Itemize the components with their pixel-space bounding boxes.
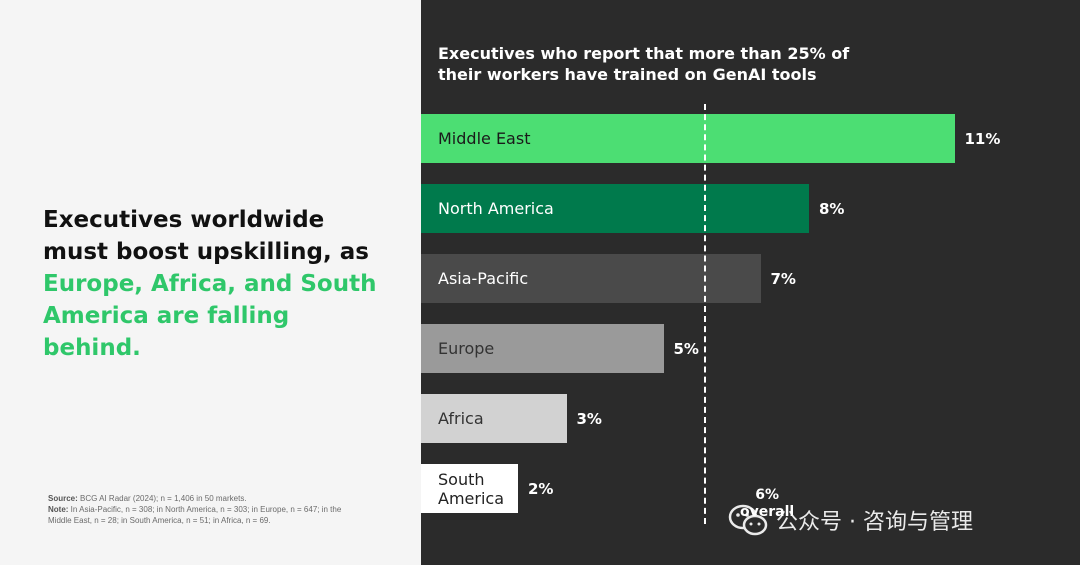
bar-value-label: 11% [964, 130, 1001, 148]
headline-highlight: Europe, Africa, and South America are fa… [43, 271, 377, 361]
source-label: Source: [48, 494, 78, 503]
headline: Executives worldwide must boost upskilli… [43, 204, 388, 364]
bar-category-label: Europe [438, 339, 495, 358]
overall-reference-value: 6% [755, 487, 779, 503]
watermark: 公众号 · 咨询与管理 [728, 504, 973, 536]
bar-value-label: 5% [673, 340, 699, 358]
note-line: Note: In Asia-Pacific, n = 308; in North… [48, 504, 358, 526]
chart-title: Executives who report that more than 25%… [438, 44, 850, 84]
bar-category-label: North America [438, 199, 554, 218]
bar-africa: Africa [421, 394, 567, 443]
bar-value-label: 8% [819, 200, 845, 218]
note-label: Note: [48, 505, 69, 514]
source-text: BCG AI Radar (2024); n = 1,406 in 50 mar… [77, 494, 247, 503]
bar-category-label: Middle East [438, 129, 531, 148]
bar-value-label: 3% [576, 410, 602, 428]
bar-south-america: South America [421, 464, 518, 513]
note-text: In Asia-Pacific, n = 308; in North Ameri… [48, 505, 342, 525]
bar-value-label: 7% [770, 270, 796, 288]
left-panel [0, 0, 421, 565]
watermark-text: 公众号 · 咨询与管理 [776, 510, 973, 535]
headline-text: Executives worldwide must boost upskilli… [43, 207, 369, 265]
bar-value-label: 2% [528, 480, 554, 498]
bar-asia-pacific: Asia-Pacific [421, 254, 761, 303]
bar-category-label: South America [438, 469, 504, 508]
bar-middle-east: Middle East [421, 114, 955, 163]
bar-north-america: North America [421, 184, 809, 233]
bar-europe: Europe [421, 324, 664, 373]
bar-category-label: Africa [438, 409, 484, 428]
source-line: Source: BCG AI Radar (2024); n = 1,406 i… [48, 493, 358, 504]
wechat-icon [728, 504, 768, 536]
source-notes: Source: BCG AI Radar (2024); n = 1,406 i… [48, 493, 358, 526]
overall-reference-line [704, 104, 706, 524]
bar-category-label: Asia-Pacific [438, 269, 529, 288]
